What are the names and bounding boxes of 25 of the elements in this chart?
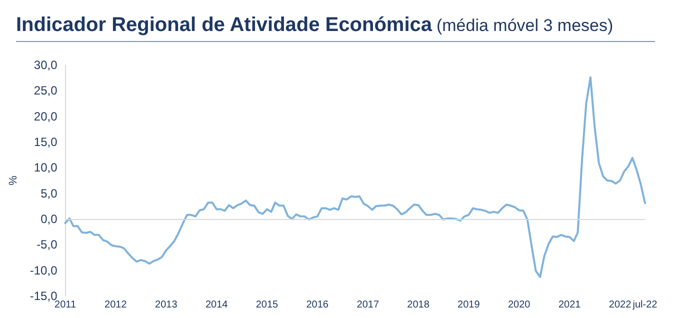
x-tick-label: 2016 [306,300,329,310]
x-tick-label: 2013 [155,300,178,310]
x-tick-label: 2019 [458,300,480,310]
x-tick-label: 2020 [508,300,531,310]
y-tick-label: -10,0 [30,263,58,278]
y-axis-title: % [8,175,20,186]
y-tick-label: -5,0 [36,238,58,252]
y-tick-label: 20,0 [34,109,58,124]
x-tick-label: 2021 [558,300,582,310]
x-tick-label: 2017 [356,300,380,310]
x-tick-label: jul-22 [632,300,658,310]
x-tick-label: 2012 [104,300,128,310]
y-tick-label: 10,0 [34,160,58,175]
chart-subtitle: (média móvel 3 meses) [436,16,614,35]
y-tick-label: 0,0 [40,212,58,226]
chart-title: Indicador Regional de Atividade Económica [16,14,432,36]
y-tick-label: 5,0 [40,186,58,200]
x-tick-label: 2015 [256,300,279,310]
x-tick-label: 2022 [608,300,632,310]
x-tick-label: 2018 [407,300,430,310]
y-tick-label: 15,0 [34,135,58,149]
y-tick-label: 30,0 [34,58,58,72]
y-tick-label: 25,0 [34,84,58,98]
x-tick-label: 2014 [205,300,228,310]
line-series [64,76,646,278]
